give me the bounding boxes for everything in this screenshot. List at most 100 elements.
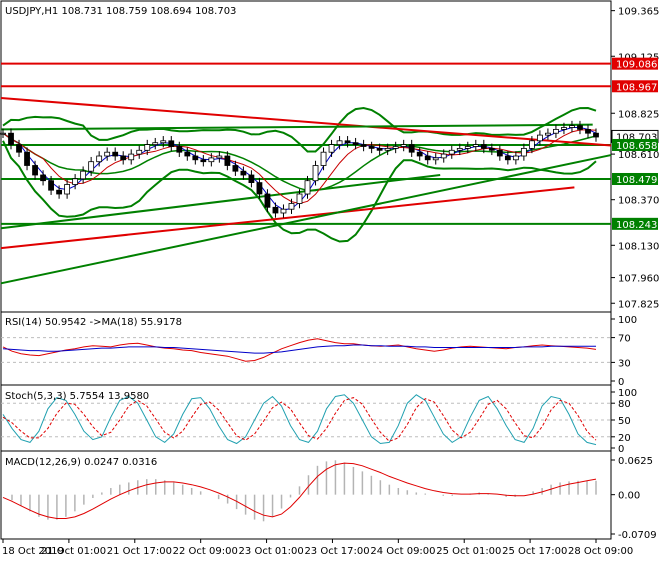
- candle-body: [280, 208, 287, 214]
- price-tag-box: [612, 138, 658, 151]
- candle-body: [0, 132, 6, 135]
- x-tick-label: 23 Oct 01:00: [239, 546, 304, 557]
- candle-body: [440, 153, 447, 159]
- x-tick-label: 25 Oct 17:00: [502, 546, 567, 557]
- candle-body: [80, 170, 87, 180]
- candle-body: [48, 180, 54, 191]
- candle-body: [104, 151, 111, 157]
- stoch-y-tick-label: 0: [618, 444, 624, 455]
- candle-body: [152, 142, 159, 145]
- candle-body: [464, 146, 471, 149]
- rsi-y-tick-label: 100: [618, 315, 637, 326]
- rsi-panel-title: RSI(14) 50.9542 ->MA(18) 55.9178: [5, 317, 182, 328]
- price-y-tick-label: 108.130: [618, 241, 659, 252]
- price-y-tick-label: 108.370: [618, 196, 659, 207]
- x-tick-label: 18 Oct 2019: [2, 546, 64, 557]
- candle-body: [256, 182, 263, 195]
- price-y-tick-label: 108.825: [618, 109, 659, 120]
- price-y-tick-label: 109.365: [618, 7, 659, 18]
- candle-body: [561, 127, 567, 130]
- candle-body: [352, 142, 359, 145]
- candle-body: [248, 174, 255, 183]
- candle-body: [264, 193, 271, 208]
- candle-body: [56, 189, 62, 195]
- candle-body: [304, 180, 311, 195]
- x-tick-label: 21 Oct 17:00: [107, 546, 172, 557]
- candle-body: [593, 132, 599, 138]
- price-tag-label: 108.479: [616, 175, 657, 186]
- candle-body: [120, 155, 127, 161]
- candle-body: [577, 125, 583, 130]
- candle-body: [176, 146, 183, 153]
- price-tag-label: 109.086: [616, 60, 657, 71]
- candle-body: [553, 128, 559, 134]
- stoch-signal-line: [2, 397, 597, 442]
- stoch-layer: [1, 394, 611, 446]
- candle-body: [344, 140, 351, 144]
- trend-line: [0, 174, 441, 230]
- bollinger-upper: [2, 106, 597, 153]
- rsi-y-tick-label: 0: [618, 377, 624, 388]
- x-tick-label: 21 Oct 01:00: [41, 546, 106, 557]
- stoch-panel-title: Stoch(5,3,3) 5.7554 13.9580: [5, 391, 149, 402]
- price-tag-box: [612, 57, 658, 70]
- candle-body: [288, 203, 295, 210]
- candle-body: [200, 159, 207, 163]
- candle-body: [128, 153, 135, 161]
- candle-body: [569, 125, 575, 128]
- candle-body: [480, 144, 487, 149]
- price-tag-label: 108.703: [616, 132, 657, 143]
- candle-body: [384, 147, 391, 151]
- candle-body: [88, 161, 95, 172]
- candle-body: [72, 178, 79, 185]
- candle-body: [432, 157, 439, 161]
- stoch-y-tick-label: 80: [618, 399, 631, 410]
- candle-body: [392, 146, 399, 149]
- rsi-ma-line: [2, 344, 596, 354]
- macd-y-tick-label: 0.0625: [618, 456, 653, 467]
- candle-body: [520, 147, 527, 157]
- trend-line: [0, 97, 612, 147]
- candle-body: [240, 170, 247, 176]
- axes-layer: 109.365109.125108.825108.610108.370108.1…: [2, 7, 659, 557]
- candle-body: [400, 144, 407, 147]
- candle-body: [24, 151, 30, 166]
- candle-body: [40, 174, 46, 182]
- candle-body: [456, 147, 463, 151]
- macd-layer: [2, 460, 597, 522]
- candle-body: [96, 155, 103, 163]
- candle-body: [8, 132, 14, 145]
- price-panel-title: USDJPY,H1 108.731 108.759 108.694 108.70…: [5, 6, 236, 17]
- candle-body: [272, 206, 279, 214]
- candle-body: [408, 144, 415, 153]
- trend-line: [0, 154, 612, 285]
- candle-body: [368, 146, 375, 149]
- candle-body: [208, 157, 215, 163]
- x-tick-label: 25 Oct 01:00: [436, 546, 501, 557]
- candle-body: [192, 155, 199, 161]
- candle-body: [336, 140, 343, 146]
- candle-body: [32, 165, 38, 176]
- candle-body: [585, 128, 591, 134]
- trend-line: [0, 123, 593, 131]
- price-tag-label: 108.967: [616, 82, 657, 93]
- price-tag-label: 108.243: [616, 220, 657, 231]
- candle-body: [360, 144, 367, 147]
- rsi-y-tick-label: 70: [618, 334, 631, 345]
- candle-body: [528, 140, 535, 149]
- macd-signal-line: [2, 462, 597, 519]
- candle-body: [448, 149, 455, 155]
- candle-body: [216, 155, 223, 159]
- bollinger-lower: [2, 140, 597, 243]
- macd-y-tick-label: -0.0709: [618, 530, 657, 541]
- price-tag-box: [612, 217, 658, 230]
- candle-body: [160, 140, 167, 144]
- price-layer: [0, 62, 612, 285]
- macd-panel-title: MACD(12,26,9) 0.0247 0.0316: [5, 457, 157, 468]
- candle-body: [184, 151, 191, 157]
- candle-body: [232, 165, 239, 172]
- stoch-main-line: [2, 394, 597, 446]
- candle-body: [224, 155, 231, 166]
- candle-body: [144, 144, 151, 151]
